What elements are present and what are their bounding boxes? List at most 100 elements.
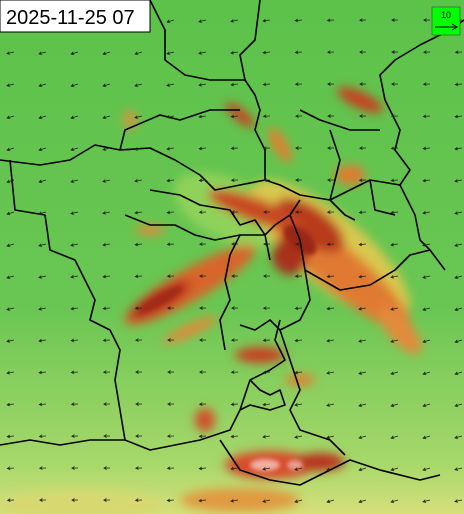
- wind-arrow: [358, 146, 367, 150]
- wind-arrow: [454, 275, 463, 279]
- wind-arrow: [294, 499, 303, 503]
- wind-arrow: [454, 114, 463, 119]
- wind-arrow: [198, 51, 207, 55]
- wind-arrow: [70, 434, 79, 438]
- wind-arrow: [422, 114, 431, 119]
- wind-arrow: [38, 275, 47, 279]
- wind-arrow: [166, 434, 175, 438]
- wind-gusts: [138, 225, 317, 471]
- wind-arrow: [423, 18, 431, 22]
- wind-arrow: [230, 178, 239, 182]
- wind-arrow: [102, 51, 111, 56]
- wind-arrow: [166, 146, 175, 151]
- wind-arrow: [390, 178, 399, 183]
- wind-arrow: [135, 466, 143, 470]
- wind-arrow: [38, 434, 47, 439]
- wind-arrow: [70, 83, 79, 88]
- wind-arrow: [422, 146, 431, 151]
- wind-arrow: [358, 274, 367, 279]
- wind-arrow: [422, 499, 431, 503]
- wind-arrow: [6, 339, 15, 343]
- wind-arrow: [390, 403, 399, 408]
- wind-arrow: [70, 243, 79, 247]
- wind-arrow: [326, 371, 335, 375]
- wind-arrow: [294, 274, 303, 278]
- wind-arrow: [198, 466, 207, 471]
- wind-arrow: [38, 466, 47, 470]
- wind-arrow: [390, 467, 399, 472]
- wind-arrow: [262, 434, 271, 439]
- wind-arrow: [294, 435, 303, 439]
- wind-arrow: [71, 498, 79, 502]
- wind-arrow: [70, 275, 79, 279]
- wind-arrow: [134, 179, 143, 183]
- wind-arrow: [262, 499, 271, 503]
- wind-arrow: [6, 434, 15, 439]
- wind-arrow: [134, 274, 143, 279]
- wind-arrow: [294, 18, 303, 23]
- wind-arrow: [71, 466, 79, 470]
- wind-arrow: [135, 402, 143, 406]
- wind-arrow: [326, 467, 335, 472]
- wind-arrow: [199, 306, 207, 310]
- wind-arrow: [167, 338, 175, 342]
- wind-arrow: [231, 242, 239, 246]
- wind-arrow: [230, 19, 239, 23]
- wind-arrow: [294, 50, 303, 55]
- wind-arrow: [391, 18, 399, 22]
- wind-arrow: [102, 115, 111, 120]
- wind-arrow: [198, 83, 207, 87]
- wind-arrow: [326, 306, 335, 311]
- wind-arrow: [359, 50, 367, 54]
- wind-arrow: [6, 498, 15, 502]
- wind-arrow: [358, 178, 367, 182]
- wind-arrow: [70, 179, 79, 183]
- wind-arrow: [262, 18, 271, 23]
- wind-arrow: [454, 211, 463, 215]
- wind-arrow: [294, 467, 303, 471]
- wind-arrow: [135, 434, 143, 438]
- wind-arrow: [103, 466, 111, 470]
- wind-arrow: [198, 434, 207, 439]
- wind-arrow: [102, 306, 111, 311]
- wind-arrow: [262, 338, 271, 343]
- wind-arrow: [134, 51, 143, 56]
- wind-arrow: [422, 275, 431, 279]
- wind-arrow: [391, 82, 399, 86]
- wind-arrow: [358, 242, 367, 247]
- wind-arrow: [294, 403, 303, 407]
- wind-arrow: [262, 370, 271, 375]
- legend-box: [431, 6, 461, 36]
- wind-arrow: [38, 83, 47, 88]
- wind-arrow: [167, 306, 175, 310]
- wind-arrow: [166, 178, 175, 183]
- wind-arrow: [454, 243, 463, 247]
- wind-arrow: [6, 371, 15, 375]
- wind-arrow: [6, 243, 15, 248]
- wind-arrow: [198, 210, 207, 215]
- wind-arrow: [294, 370, 303, 375]
- wind-arrow: [198, 242, 207, 246]
- wind-arrow: [38, 307, 47, 311]
- wind-arrow: [102, 242, 111, 247]
- wind-arrow: [38, 211, 47, 216]
- wind-arrow: [166, 466, 175, 471]
- wind-arrow: [422, 371, 431, 376]
- wind-arrow: [294, 306, 303, 311]
- wind-arrow: [166, 210, 175, 215]
- wind-arrow: [295, 146, 303, 150]
- wind-arrow: [38, 115, 47, 120]
- legend-arrow: [435, 23, 458, 31]
- wind-arrow: [102, 147, 111, 151]
- wind-arrow: [390, 371, 399, 376]
- wind-arrow: [6, 402, 15, 407]
- wind-arrow: [134, 115, 143, 119]
- wind-arrow: [358, 435, 367, 440]
- wind-arrow: [263, 178, 271, 182]
- wind-arrow: [422, 339, 431, 344]
- wind-arrow: [103, 498, 111, 502]
- wind-arrow: [454, 307, 463, 312]
- wind-arrow: [103, 434, 111, 438]
- wind-arrow: [230, 402, 239, 407]
- wind-arrow: [390, 435, 399, 440]
